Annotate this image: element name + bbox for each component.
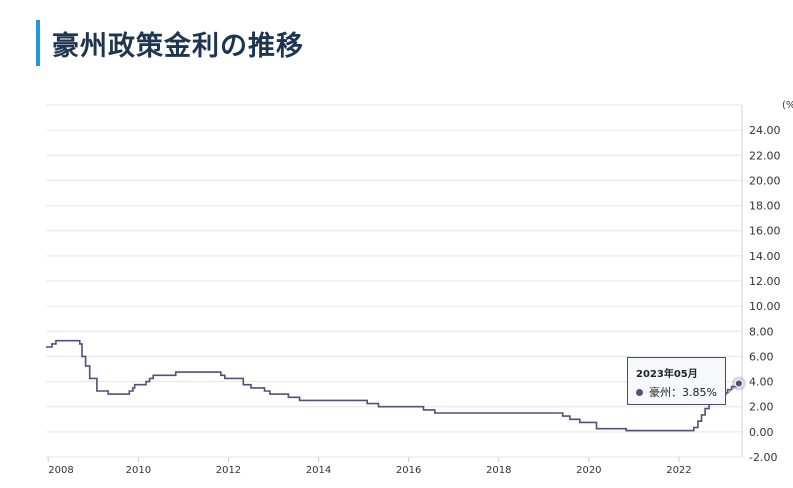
x-tick-label: 2012 [216, 465, 241, 476]
series-layer [46, 339, 740, 432]
title-accent-bar [36, 20, 40, 66]
y-tick-label: 6.00 [749, 350, 774, 363]
x-axis-ticks: 2008 2010 2012 2014 2016 2018 2020 2022 [47, 457, 692, 476]
y-axis-unit-label: (% [782, 100, 793, 111]
x-tick-label: 2018 [486, 465, 511, 476]
y-tick-label: 22.00 [749, 149, 781, 162]
y-axis-ticks: 24.00 22.00 20.00 18.00 16.00 14.00 12.00 10.00… [749, 124, 781, 464]
y-tick-label: -2.00 [749, 451, 777, 464]
highlight-marker-layer [725, 376, 746, 396]
y-tick-label: 20.00 [749, 174, 781, 187]
tooltip-date: 2023年05月 [636, 369, 698, 380]
x-tick-label: 2014 [306, 465, 331, 476]
page-title: 豪州政策金利の推移 [52, 30, 304, 62]
tooltip-separator: ： [671, 386, 682, 399]
tooltip-series-name: 豪州 [649, 386, 671, 399]
y-tick-label: 24.00 [749, 124, 781, 137]
y-tick-label: 16.00 [749, 225, 781, 238]
x-tick-label: 2016 [396, 465, 421, 476]
chart-grid [46, 104, 743, 458]
title-block: 豪州政策金利の推移 [36, 20, 304, 66]
y-tick-label: 8.00 [749, 325, 774, 338]
y-tick-label: 2.00 [749, 401, 774, 414]
y-tick-label: 12.00 [749, 275, 781, 288]
x-tick-label: 2022 [666, 465, 691, 476]
highlight-point[interactable] [734, 379, 743, 388]
y-tick-label: 14.00 [749, 250, 781, 263]
x-tick-label: 2008 [48, 465, 73, 476]
x-tick-label: 2010 [126, 465, 151, 476]
x-tick-label: 2020 [576, 465, 601, 476]
tooltip-row: 豪州 ： 3.85% [636, 384, 717, 400]
series-line-0[interactable] [46, 339, 740, 432]
y-tick-label: 18.00 [749, 200, 781, 213]
tooltip-series-dot-icon [636, 388, 643, 396]
y-tick-label: 10.00 [749, 300, 781, 313]
data-tooltip: 2023年05月 豪州 ： 3.85% [627, 357, 726, 405]
y-tick-label: 0.00 [749, 426, 774, 439]
tooltip-value: 3.85% [682, 385, 717, 399]
y-tick-label: 4.00 [749, 376, 774, 389]
